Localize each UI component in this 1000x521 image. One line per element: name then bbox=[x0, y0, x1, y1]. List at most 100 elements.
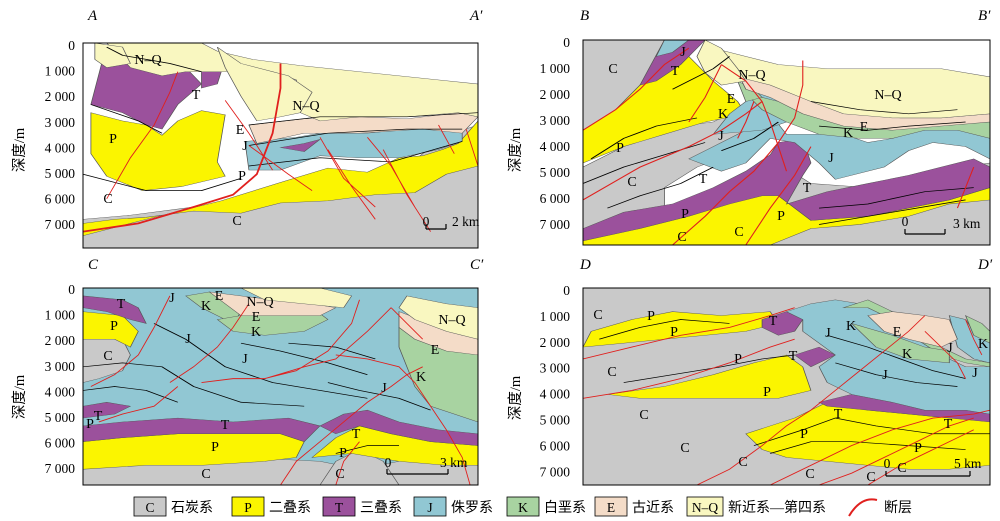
legend-swatch bbox=[686, 496, 724, 517]
legend-item-e: E 古近系 bbox=[594, 496, 674, 517]
legend-swatch bbox=[231, 496, 265, 517]
legend-code: P bbox=[244, 500, 252, 515]
panel-d-unit-label: P bbox=[734, 352, 742, 367]
panel-c-unit-label: P bbox=[86, 417, 94, 432]
panel-b-unit-label: P bbox=[616, 141, 624, 156]
depth-tick-label: 3 000 bbox=[540, 113, 571, 128]
unit-T-area bbox=[83, 402, 132, 419]
legend-item-c: C 石炭系 bbox=[133, 496, 213, 517]
legend-item-k: K 白垩系 bbox=[506, 496, 586, 517]
panel-d-unit-label: T bbox=[834, 407, 843, 422]
panel-b-unit-label: C bbox=[627, 175, 636, 190]
depth-tick-label: 5 000 bbox=[45, 166, 76, 181]
panel-d-unit-label: C bbox=[593, 308, 602, 323]
panel-c-unit-label: T bbox=[221, 418, 230, 433]
scale-bar-zero: 0 bbox=[884, 456, 891, 471]
panel-c-y-axis-label: 深度/m bbox=[11, 374, 28, 419]
legend-label: 二叠系 bbox=[269, 500, 311, 516]
depth-tick-label: 7 000 bbox=[45, 217, 76, 232]
panel-d-scale-bar: 0 5 km bbox=[884, 456, 982, 477]
panel-d-title-left: D bbox=[579, 257, 591, 273]
depth-tick-label: 0 bbox=[563, 283, 570, 298]
depth-tick-label: 0 bbox=[68, 38, 75, 53]
panel-c-unit-label: J bbox=[185, 332, 191, 347]
panel-b-unit-label: J bbox=[718, 129, 724, 144]
depth-tick-label: 2 000 bbox=[540, 87, 571, 102]
panel-c-unit-label: E bbox=[252, 310, 261, 325]
legend-item-nq: N–Q 新近系—第四系 bbox=[686, 496, 826, 517]
legend-code: J bbox=[427, 500, 432, 515]
panel-b-depth-ticks: 0 1 000 2 000 3 000 4 000 5 000 6 000 7 000 bbox=[540, 35, 571, 232]
depth-tick-label: 6 000 bbox=[540, 191, 571, 206]
depth-tick-label: 0 bbox=[68, 282, 75, 297]
legend-code: N–Q bbox=[692, 500, 718, 515]
panel-b-unit-label: C bbox=[608, 62, 617, 77]
depth-tick-label: 4 000 bbox=[45, 384, 76, 399]
unit-T-area bbox=[83, 417, 321, 442]
panel-d-unit-label: J bbox=[972, 366, 978, 381]
panel-c-unit-label: C bbox=[103, 349, 112, 364]
scale-bar-label: 3 km bbox=[953, 216, 981, 231]
depth-tick-label: 3 000 bbox=[540, 361, 571, 376]
panel-d-unit-label: C bbox=[639, 408, 648, 423]
panel-b-unit-label: C bbox=[734, 225, 743, 240]
depth-tick-label: 5 000 bbox=[45, 410, 76, 425]
panel-b-unit-label: E bbox=[860, 120, 869, 135]
unit-E-area bbox=[208, 291, 337, 316]
panel-a-title-left: A bbox=[87, 8, 98, 24]
scale-bar-label: 5 km bbox=[954, 456, 982, 471]
panel-c-title-left: C bbox=[88, 257, 99, 273]
depth-tick-label: 1 000 bbox=[540, 61, 571, 76]
panel-a-y-axis-label: 深度/m bbox=[11, 127, 28, 172]
panel-a-unit-label: C bbox=[232, 214, 241, 229]
scale-bar-label: 2 km bbox=[452, 214, 480, 229]
legend-label: 古近系 bbox=[632, 500, 674, 516]
depth-tick-label: 4 000 bbox=[540, 387, 571, 402]
depth-tick-label: 5 000 bbox=[540, 165, 571, 180]
panel-d-y-axis-label: 深度/m bbox=[507, 375, 524, 420]
panel-d-unit-label: C bbox=[897, 461, 906, 476]
panel-c: C C′ 深度/m 0 1 000 2 000 3 000 4 000 5 000 6 00… bbox=[11, 257, 484, 486]
unit-T-area bbox=[83, 295, 147, 324]
panel-b-unit-label: T bbox=[699, 172, 708, 187]
panel-d-section bbox=[583, 288, 990, 485]
panel-b-unit-label: C bbox=[677, 230, 686, 245]
panel-c-scale-bar: 0 3 km bbox=[385, 455, 468, 475]
legend-label: 新近系—第四系 bbox=[728, 499, 826, 516]
panel-d-unit-label: K bbox=[978, 337, 988, 352]
panel-c-unit-label: J bbox=[381, 381, 387, 396]
panel-d-unit-label: J bbox=[825, 326, 831, 341]
unit-NQ-area bbox=[94, 43, 131, 68]
panel-a-section bbox=[83, 43, 478, 248]
panel-c-unit-label: P bbox=[110, 319, 118, 334]
panel-d-unit-label: P bbox=[763, 385, 771, 400]
depth-tick-label: 1 000 bbox=[45, 308, 76, 323]
panel-c-depth-ticks: 0 1 000 2 000 3 000 4 000 5 000 6 000 7 000 bbox=[45, 282, 76, 476]
panel-a-unit-label: P bbox=[238, 169, 246, 184]
legend-swatch bbox=[322, 496, 356, 517]
panel-c-unit-label: P bbox=[211, 440, 219, 455]
legend-label: 断层 bbox=[884, 500, 912, 516]
depth-tick-label: 6 000 bbox=[540, 438, 571, 453]
legend-swatch bbox=[413, 496, 447, 517]
panel-b-section bbox=[583, 40, 990, 245]
panel-c-unit-label: T bbox=[117, 297, 126, 312]
panel-c-unit-label: C bbox=[201, 467, 210, 482]
legend-code: C bbox=[145, 500, 154, 515]
unit-NQ-area bbox=[216, 46, 313, 122]
legend-label: 石炭系 bbox=[171, 500, 213, 516]
panel-d-depth-ticks: 0 1 000 2 000 3 000 4 000 5 000 6 000 7 000 bbox=[540, 283, 571, 479]
panel-b-unit-label: P bbox=[777, 209, 785, 224]
panel-b-unit-label: P bbox=[681, 207, 689, 222]
panel-a-unit-label: P bbox=[109, 132, 117, 147]
panel-c-unit-label: N–Q bbox=[438, 313, 465, 328]
panel-c-unit-label: P bbox=[339, 446, 347, 461]
legend-swatch bbox=[506, 496, 540, 517]
depth-tick-label: 2 000 bbox=[45, 89, 76, 104]
panel-c-section bbox=[83, 288, 478, 485]
panel-a-title-right: A′ bbox=[469, 8, 483, 24]
panel-c-unit-label: T bbox=[94, 409, 103, 424]
panel-b-scale-bar: 0 3 km bbox=[902, 214, 981, 235]
unit-K-area bbox=[850, 322, 950, 364]
legend-item-fault: 断层 bbox=[848, 498, 912, 517]
